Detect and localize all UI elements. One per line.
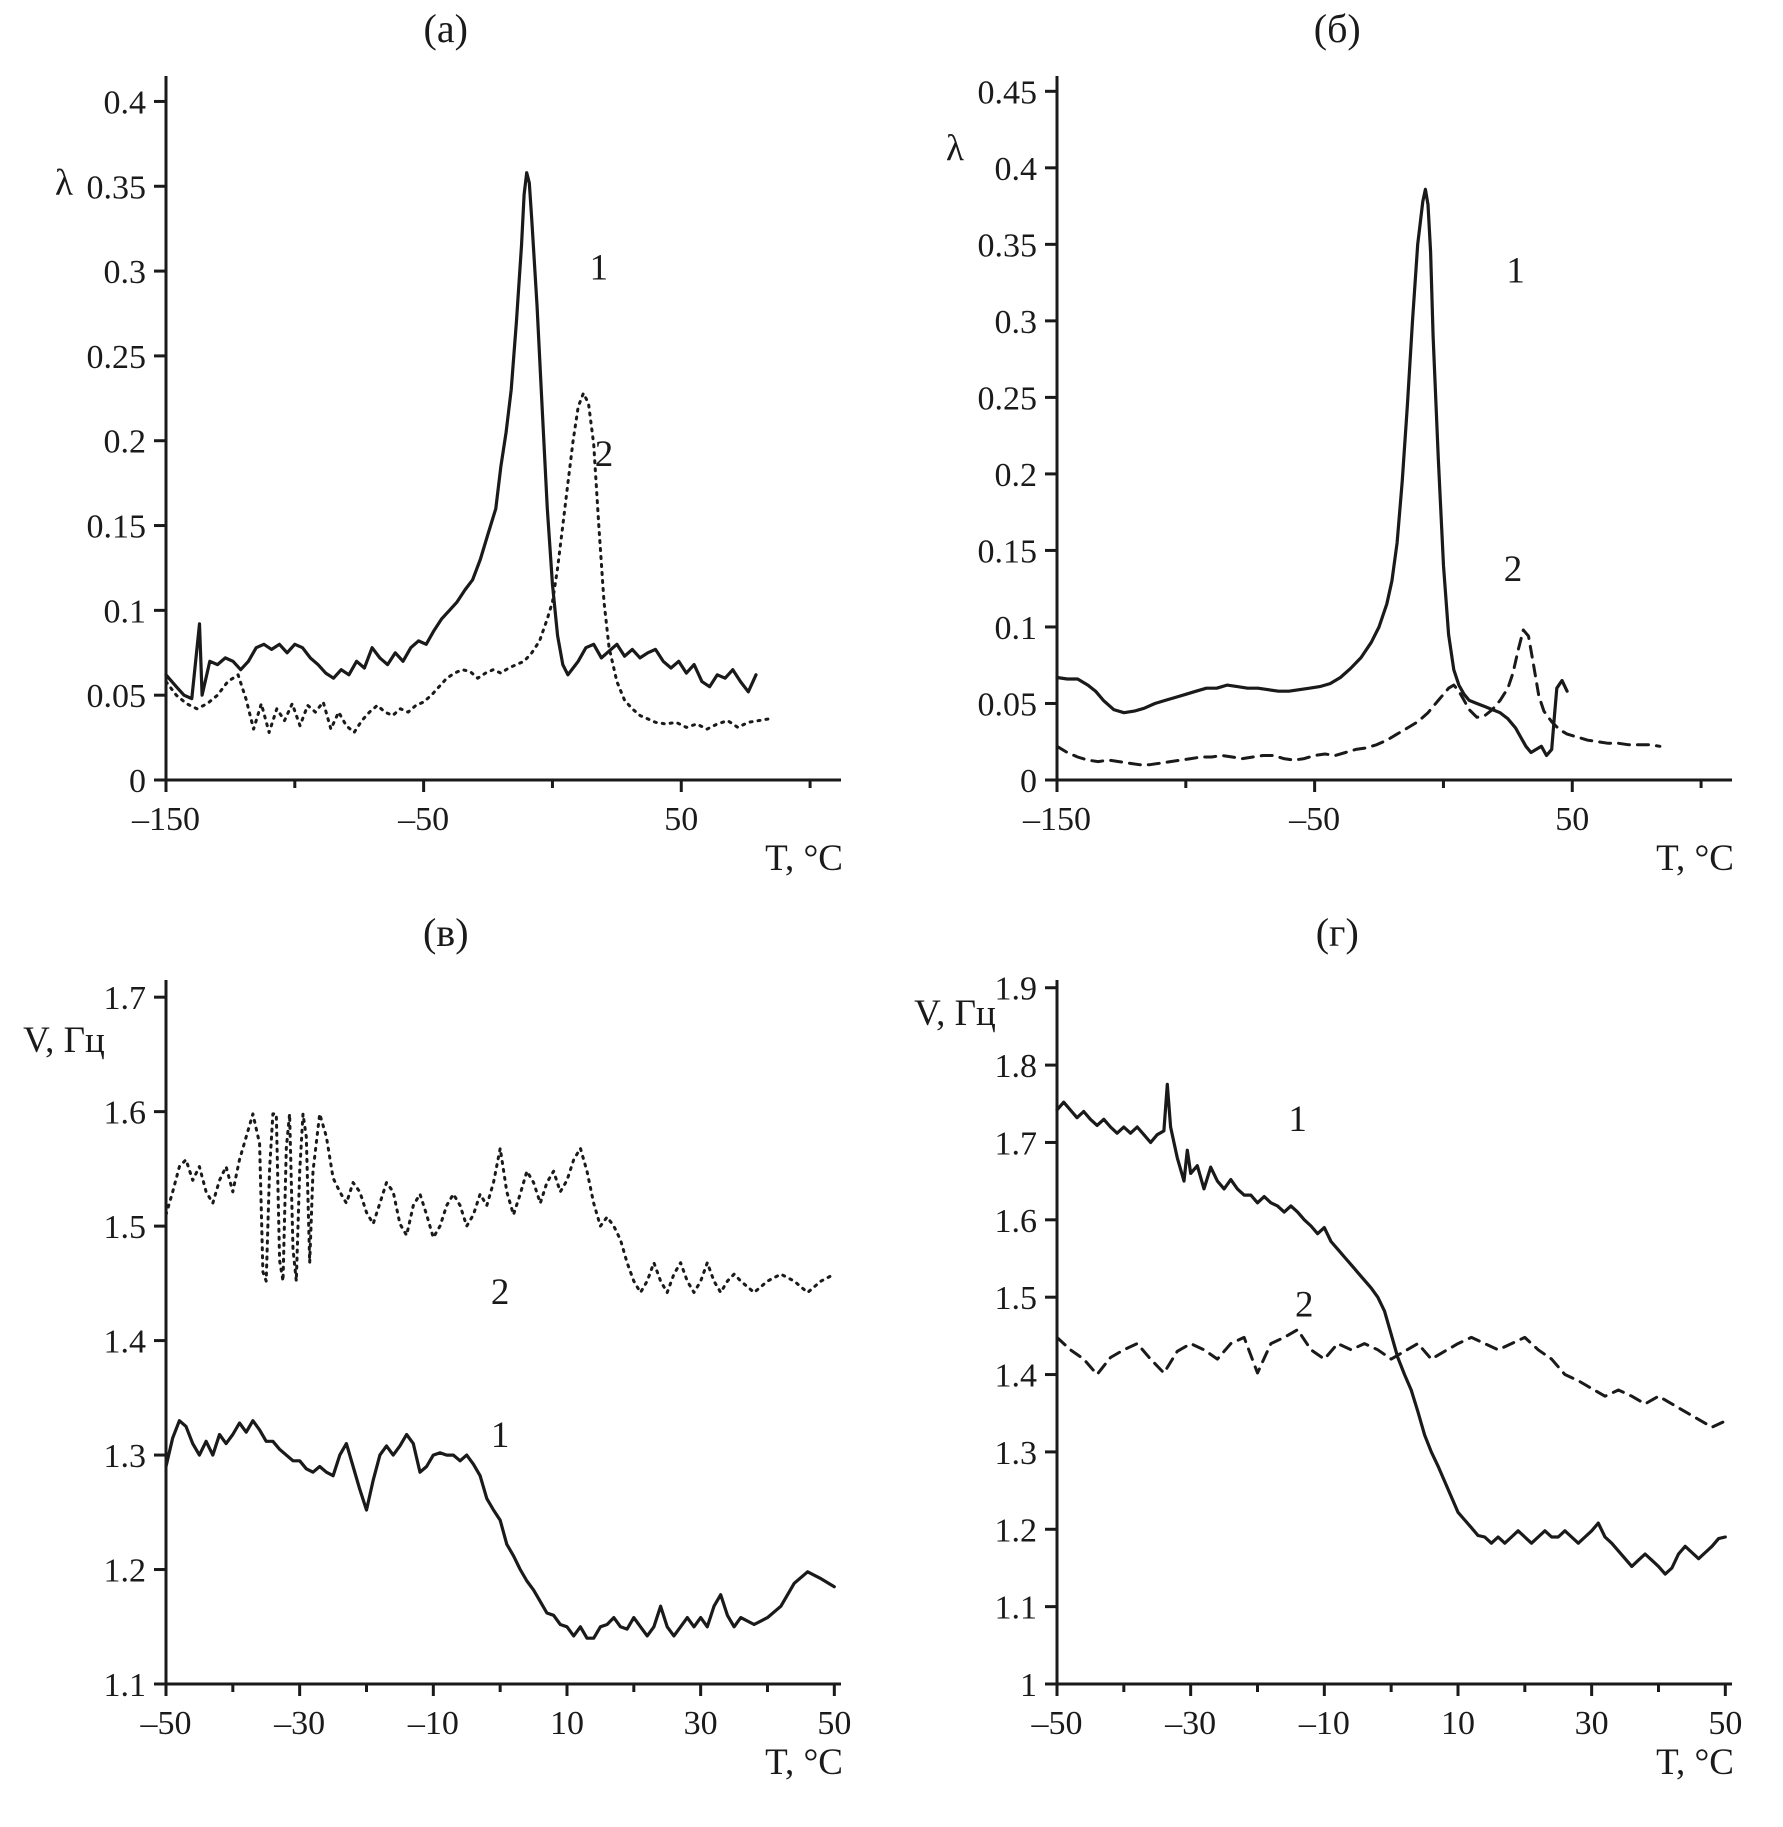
svg-text:10: 10	[550, 1705, 584, 1742]
svg-text:1.3: 1.3	[995, 1435, 1038, 1472]
panel-b-chart-canvas: –150 –50 50 0 0.05 0.1 0.15 0.2 0.25 0.3 0.35 0.4 0.…	[946, 74, 1734, 879]
svg-text:–10: –10	[1298, 1705, 1350, 1742]
svg-text:0: 0	[1020, 763, 1037, 800]
svg-text:0.05: 0.05	[86, 678, 146, 715]
panel-a-chart-canvas: –150 –50 50 0 0.05 0.1 0.15 0.2 0.25 0.3 0.35 0.4 T,…	[55, 76, 843, 879]
svg-text:–50: –50	[397, 801, 449, 838]
panel-v: (в) –50 –30 –10 10 30 50 1.1 1.2 1.3 1.4 1.5 1.6 1.7…	[0, 904, 892, 1802]
svg-text:T, °C: T, °C	[765, 1742, 843, 1783]
svg-text:0.45: 0.45	[978, 74, 1038, 111]
svg-text:1.9: 1.9	[995, 971, 1038, 1008]
svg-text:–150: –150	[131, 801, 200, 838]
svg-text:2: 2	[594, 434, 613, 475]
svg-text:0.05: 0.05	[978, 686, 1038, 723]
svg-text:T, °C: T, °C	[1656, 838, 1734, 879]
svg-text:0.15: 0.15	[978, 533, 1038, 570]
svg-text:–50: –50	[139, 1705, 191, 1742]
svg-text:T, °C: T, °C	[765, 838, 843, 879]
svg-text:2: 2	[1504, 549, 1523, 590]
svg-text:1.8: 1.8	[995, 1048, 1038, 1085]
svg-text:0: 0	[129, 763, 146, 800]
panel-b: (б) –150 –50 50 0 0.05 0.1 0.15 0.2 0.25 0.3 0.35 0…	[892, 0, 1783, 898]
svg-text:10: 10	[1441, 1705, 1475, 1742]
panel-a: (а) –150 –50 50 0 0.05 0.1 0.15 0.2 0.25 0.3 0.35 0…	[0, 0, 892, 898]
svg-text:1: 1	[1289, 1099, 1308, 1140]
panel-g: (г) –50 –30 –10 10 30 50 1 1.1 1.2 1.3 1.4 1.5 1.6 1.…	[892, 904, 1783, 1802]
svg-text:1.7: 1.7	[103, 980, 146, 1017]
svg-text:1.5: 1.5	[103, 1209, 146, 1246]
svg-text:0.2: 0.2	[995, 457, 1038, 494]
svg-text:2: 2	[1295, 1285, 1314, 1326]
svg-text:0.25: 0.25	[978, 380, 1038, 417]
svg-text:0.1: 0.1	[103, 593, 146, 630]
svg-text:0.1: 0.1	[995, 610, 1038, 647]
svg-text:1.3: 1.3	[103, 1438, 146, 1475]
svg-text:1.2: 1.2	[103, 1553, 146, 1590]
svg-text:1.1: 1.1	[995, 1590, 1038, 1627]
svg-text:–50: –50	[1288, 801, 1340, 838]
panel-v-title: (в)	[422, 910, 469, 955]
panel-a-title: (а)	[423, 6, 468, 51]
svg-text:50: 50	[1709, 1705, 1743, 1742]
panel-g-chart-canvas: –50 –30 –10 10 30 50 1 1.1 1.2 1.3 1.4 1.5 1.6 1.7 1.8…	[914, 971, 1743, 1783]
svg-text:2: 2	[491, 1272, 510, 1313]
svg-text:T, °C: T, °C	[1656, 1742, 1734, 1783]
svg-text:50: 50	[664, 801, 698, 838]
svg-text:λ: λ	[55, 163, 73, 204]
svg-text:–30: –30	[273, 1705, 325, 1742]
svg-text:0.15: 0.15	[86, 509, 146, 546]
svg-text:V, Гц: V, Гц	[914, 993, 996, 1034]
svg-text:1.6: 1.6	[103, 1095, 146, 1132]
svg-text:0.3: 0.3	[995, 304, 1038, 341]
svg-text:1.5: 1.5	[995, 1280, 1038, 1317]
svg-text:1: 1	[589, 248, 608, 289]
svg-text:1.2: 1.2	[995, 1512, 1038, 1549]
svg-text:0.3: 0.3	[103, 254, 146, 291]
svg-text:0.35: 0.35	[978, 227, 1038, 264]
svg-text:1: 1	[1020, 1667, 1037, 1704]
svg-text:–50: –50	[1031, 1705, 1083, 1742]
svg-text:1.4: 1.4	[995, 1358, 1038, 1395]
svg-text:V, Гц: V, Гц	[23, 1020, 105, 1061]
svg-text:0.4: 0.4	[103, 84, 146, 121]
svg-text:0.2: 0.2	[103, 424, 146, 461]
svg-text:30: 30	[1575, 1705, 1609, 1742]
svg-text:30: 30	[683, 1705, 717, 1742]
svg-text:1.6: 1.6	[995, 1203, 1038, 1240]
svg-text:1.4: 1.4	[103, 1324, 146, 1361]
svg-text:1.1: 1.1	[103, 1667, 146, 1704]
svg-text:0.25: 0.25	[86, 339, 146, 376]
svg-text:0.4: 0.4	[995, 151, 1038, 188]
svg-text:1: 1	[491, 1415, 510, 1456]
panel-v-chart-canvas: –50 –30 –10 10 30 50 1.1 1.2 1.3 1.4 1.5 1.6 1.7 T, °…	[23, 980, 851, 1783]
svg-text:1: 1	[1507, 251, 1526, 292]
panel-g-title: (г)	[1315, 910, 1359, 955]
svg-text:50: 50	[1556, 801, 1590, 838]
svg-text:λ: λ	[946, 128, 964, 169]
svg-text:–10: –10	[407, 1705, 459, 1742]
panel-b-title: (б)	[1313, 6, 1361, 51]
svg-text:1.7: 1.7	[995, 1125, 1038, 1162]
svg-text:50: 50	[817, 1705, 851, 1742]
svg-text:0.35: 0.35	[86, 169, 146, 206]
svg-text:–150: –150	[1022, 801, 1091, 838]
svg-text:–30: –30	[1164, 1705, 1216, 1742]
